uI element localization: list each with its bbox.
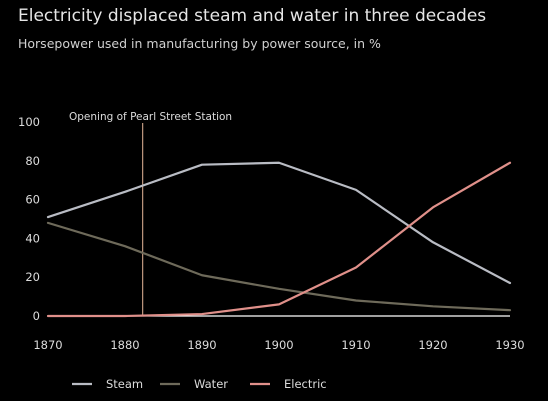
- series-line-electric: [46, 161, 512, 318]
- x-tick-label: 1870: [33, 338, 62, 352]
- x-tick-label: 1920: [418, 338, 447, 352]
- x-tick-label: 1890: [187, 338, 216, 352]
- x-tick-label: 1930: [495, 338, 524, 352]
- legend-label-water: Water: [194, 377, 228, 391]
- y-tick-label: 0: [33, 309, 40, 323]
- chart-subtitle: Horsepower used in manufacturing by powe…: [18, 36, 381, 51]
- annotation-label: Opening of Pearl Street Station: [69, 111, 232, 123]
- legend-label-electric: Electric: [284, 377, 327, 391]
- x-tick-label: 1900: [264, 338, 293, 352]
- y-tick-label: 20: [25, 270, 40, 284]
- y-tick-label: 40: [25, 231, 40, 245]
- series-line-steam: [46, 161, 512, 285]
- chart-title: Electricity displaced steam and water in…: [18, 6, 487, 26]
- y-tick-label: 80: [25, 154, 40, 168]
- legend-label-steam: Steam: [106, 377, 143, 391]
- y-tick-label: 60: [25, 193, 40, 207]
- y-tick-label: 100: [18, 115, 40, 129]
- series-line-water: [46, 221, 512, 312]
- x-tick-label: 1880: [110, 338, 139, 352]
- x-tick-label: 1910: [341, 338, 370, 352]
